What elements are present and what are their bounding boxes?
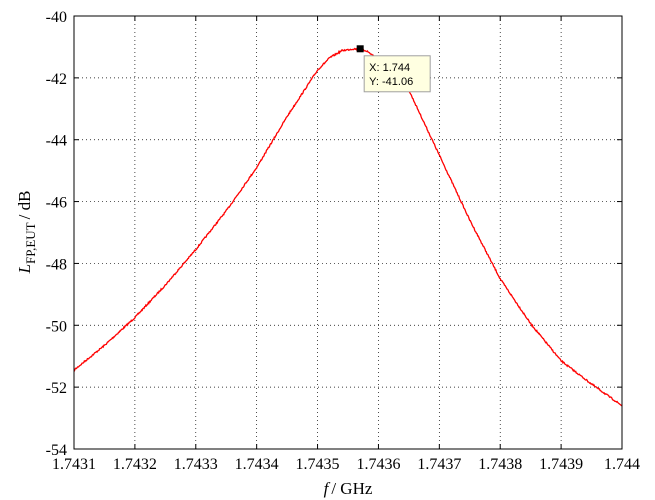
y-axis-symbol: L xyxy=(15,264,34,274)
y-axis-unit: / dB xyxy=(15,191,34,220)
y-tick-label: -42 xyxy=(46,71,67,88)
x-tick-labels: 1.7431 1.7432 1.7433 1.7434 1.7435 1.7436 1.74… xyxy=(52,456,640,473)
x-axis-label: f / GHz xyxy=(324,479,373,498)
x-axis-symbol: f xyxy=(324,479,331,498)
x-tick-label: 1.7438 xyxy=(478,456,522,473)
x-tick-label: 1.7431 xyxy=(52,456,96,473)
plot-area xyxy=(74,16,622,449)
axes-frame xyxy=(73,15,623,450)
y-tick-label: -46 xyxy=(46,195,67,212)
x-tick-label: 1.7436 xyxy=(356,456,400,473)
tick-marks xyxy=(73,15,623,450)
data-tip-box xyxy=(363,55,431,93)
y-tick-label: -50 xyxy=(46,318,67,335)
x-tick-label: 1.7433 xyxy=(174,456,218,473)
x-axis-unit: / GHz xyxy=(331,479,373,498)
y-tick-label: -52 xyxy=(46,380,67,397)
data-tip[interactable]: X: 1.744 Y: -41.06 xyxy=(356,45,431,93)
x-tick-label: 1.7439 xyxy=(539,456,583,473)
y-tick-label: -48 xyxy=(46,256,67,273)
y-tick-labels: -40 -42 -44 -46 -48 -50 -52 -54 xyxy=(46,9,67,459)
x-tick-label: 1.7435 xyxy=(296,456,340,473)
x-tick-label: 1.7432 xyxy=(113,456,157,473)
x-tick-label: 1.7434 xyxy=(235,456,279,473)
data-tip-marker xyxy=(356,45,364,53)
series-line xyxy=(73,47,623,407)
x-tick-label: 1.7437 xyxy=(417,456,461,473)
data-tip-x-text: X: 1.744 xyxy=(369,62,410,74)
y-axis-label: LFP,EUT / dB xyxy=(15,191,38,275)
y-tick-label: -44 xyxy=(46,133,67,150)
data-tip-y-text: Y: -41.06 xyxy=(369,76,413,88)
x-tick-label: 1.744 xyxy=(604,456,640,473)
grid-lines xyxy=(74,16,622,449)
y-tick-label: -40 xyxy=(46,9,67,26)
y-axis-subscript: FP,EUT xyxy=(23,222,38,264)
y-tick-label: -54 xyxy=(46,442,67,459)
